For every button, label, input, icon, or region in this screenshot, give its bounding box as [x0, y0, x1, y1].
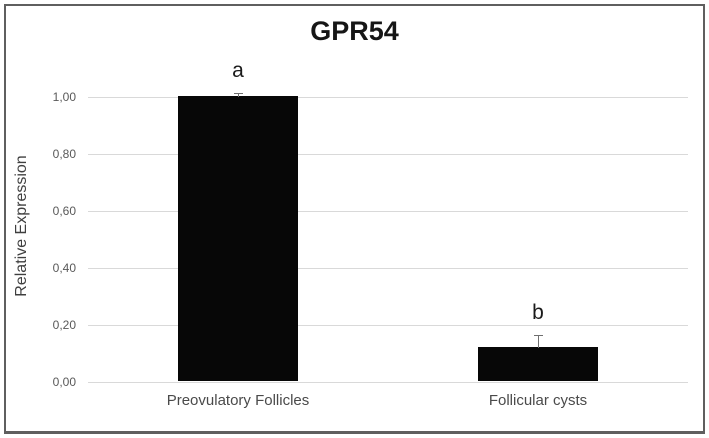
y-tick-label: 0,80 [52, 147, 76, 161]
error-bar [538, 334, 539, 348]
category-label: Follicular cysts [488, 392, 588, 409]
gridline [88, 325, 688, 326]
error-bar [238, 92, 239, 97]
y-tick-label: 0,40 [52, 261, 76, 275]
y-tick-label: 0,20 [52, 318, 76, 332]
y-tick-label: 1,00 [52, 90, 76, 104]
error-bar-cap [233, 92, 243, 94]
bar [478, 346, 598, 381]
gridline [88, 268, 688, 269]
plot-area: a Preovulatory Follicles b Follicular cysts [88, 59, 688, 409]
chart-title: GPR54 [310, 16, 399, 46]
bar [178, 96, 298, 381]
category-label: Preovulatory Follicles [166, 392, 310, 409]
significance-label: b [532, 300, 544, 324]
error-bar-cap [533, 334, 543, 336]
gridline [88, 211, 688, 212]
significance-label: a [232, 58, 244, 82]
gridline [88, 97, 688, 98]
y-tick-label: 0,00 [52, 375, 76, 389]
gridline [88, 154, 688, 155]
y-axis-title-text: Relative Expression [13, 155, 30, 297]
gridline [88, 382, 688, 383]
y-tick-label: 0,60 [52, 204, 76, 218]
